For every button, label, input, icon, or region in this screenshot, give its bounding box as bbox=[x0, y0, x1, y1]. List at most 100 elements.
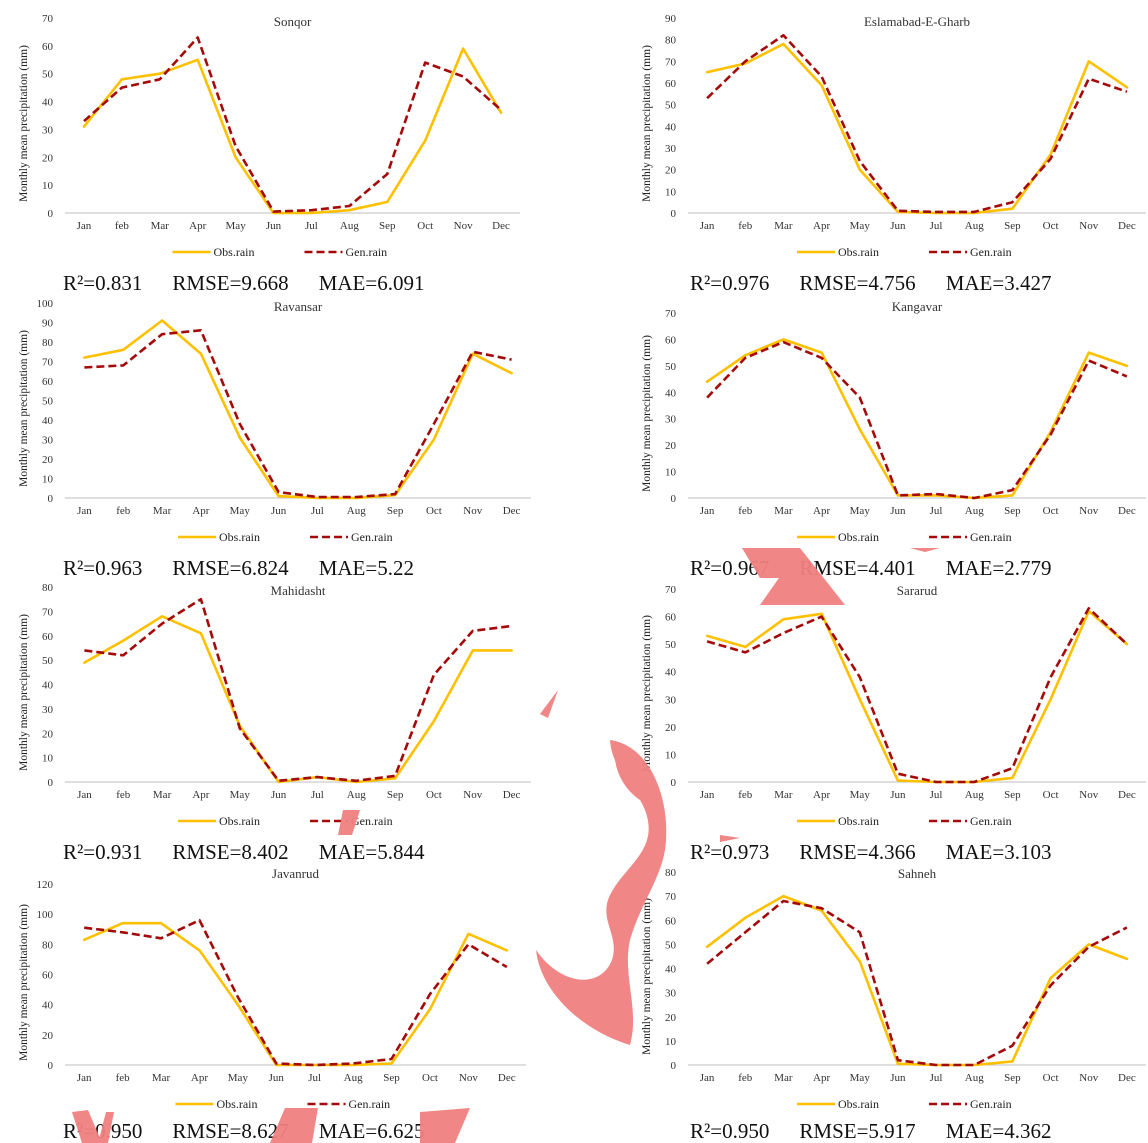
stat-mae: MAE=3.103 bbox=[946, 840, 1052, 864]
y-tick-label: 30 bbox=[665, 143, 677, 155]
y-tick-label: 30 bbox=[42, 124, 54, 136]
x-tick-label: Apr bbox=[813, 789, 830, 801]
x-tick-label: Aug bbox=[965, 1072, 984, 1084]
fit-statistics: R²=0.831 RMSE=9.668 MAE=6.091 bbox=[63, 271, 424, 295]
series-line-obs bbox=[705, 609, 1129, 784]
y-tick-label: 70 bbox=[42, 13, 54, 25]
y-tick-label: 40 bbox=[665, 387, 677, 399]
y-tick-label: 0 bbox=[48, 777, 54, 789]
y-tick-label: 120 bbox=[37, 879, 54, 891]
chart-title: Eslamabad-E-Gharb bbox=[864, 14, 970, 29]
legend-label-obs: Obs.rain bbox=[838, 530, 879, 544]
series-line-gen bbox=[84, 328, 512, 499]
y-tick-label: 10 bbox=[42, 753, 54, 765]
fit-statistics: R²=0.950 RMSE=5.917 MAE=4.362 bbox=[690, 1119, 1051, 1143]
y-tick-label: 70 bbox=[665, 308, 677, 320]
y-tick-label: 0 bbox=[48, 1060, 54, 1072]
y-tick-label: 10 bbox=[42, 474, 54, 486]
legend-label-obs: Obs.rain bbox=[838, 245, 879, 259]
y-tick-label: 70 bbox=[665, 584, 677, 596]
stat-rmse: RMSE=8.627 bbox=[172, 1119, 288, 1143]
stat-rmse: RMSE=4.366 bbox=[799, 840, 915, 864]
x-tick-label: Apr bbox=[813, 220, 830, 232]
series-line-obs bbox=[705, 894, 1129, 1067]
stat-r2: R²=0.831 bbox=[63, 271, 142, 295]
legend-label-obs: Obs.rain bbox=[214, 245, 255, 259]
y-tick-label: 0 bbox=[48, 493, 54, 505]
x-tick-label: Nov bbox=[459, 1072, 478, 1084]
x-tick-label: Jul bbox=[311, 789, 324, 801]
x-tick-label: Apr bbox=[813, 1072, 830, 1084]
x-tick-label: Dec bbox=[1118, 789, 1136, 801]
x-tick-label: Nov bbox=[1079, 1072, 1098, 1084]
y-tick-label: 20 bbox=[42, 454, 54, 466]
chart-title: Kangavar bbox=[892, 299, 943, 314]
x-tick-label: Jun bbox=[271, 505, 287, 517]
x-tick-label: May bbox=[226, 220, 247, 232]
y-tick-label: 50 bbox=[665, 361, 677, 373]
y-tick-label: 20 bbox=[665, 722, 677, 734]
y-tick-label: 40 bbox=[42, 97, 54, 109]
x-tick-label: Jan bbox=[77, 505, 92, 517]
x-tick-label: Jan bbox=[77, 789, 92, 801]
x-tick-label: feb bbox=[738, 1072, 753, 1084]
x-tick-label: Oct bbox=[422, 1072, 438, 1084]
x-tick-label: Jun bbox=[890, 505, 906, 517]
y-tick-label: 0 bbox=[48, 208, 54, 220]
y-tick-label: 80 bbox=[665, 867, 677, 879]
x-tick-label: Oct bbox=[417, 220, 433, 232]
x-tick-label: Jun bbox=[271, 789, 287, 801]
legend-label-gen: Gen.rain bbox=[349, 1097, 391, 1111]
y-tick-label: 70 bbox=[665, 891, 677, 903]
x-tick-label: Dec bbox=[498, 1072, 516, 1084]
stat-rmse: RMSE=5.917 bbox=[799, 1119, 915, 1143]
stat-mae: MAE=5.22 bbox=[319, 556, 414, 580]
y-tick-label: 60 bbox=[42, 41, 54, 53]
legend-label-obs: Obs.rain bbox=[217, 1097, 258, 1111]
y-tick-label: 20 bbox=[665, 165, 677, 177]
y-tick-label: 60 bbox=[665, 334, 677, 346]
y-tick-label: 60 bbox=[665, 612, 677, 624]
x-tick-label: Aug bbox=[347, 505, 366, 517]
x-tick-label: feb bbox=[115, 220, 130, 232]
x-tick-label: Jun bbox=[269, 1072, 285, 1084]
chart-panel-5: Mahidasht Monthly mean precipitation (mm)… bbox=[18, 582, 531, 864]
y-tick-label: 60 bbox=[665, 915, 677, 927]
x-tick-label: feb bbox=[116, 1072, 131, 1084]
y-tick-label: 100 bbox=[37, 909, 54, 921]
x-tick-label: feb bbox=[116, 505, 131, 517]
x-tick-label: Dec bbox=[492, 220, 510, 232]
fit-statistics: R²=0.950 RMSE=8.627 MAE=6.625 bbox=[63, 1119, 424, 1143]
y-tick-label: 30 bbox=[42, 704, 54, 716]
chart-panel-3: Ravansar Monthly mean precipitation (mm) 0… bbox=[18, 298, 531, 580]
x-tick-label: May bbox=[850, 220, 871, 232]
series-line-gen bbox=[706, 33, 1128, 214]
fit-statistics: R²=0.967 RMSE=4.401 MAE=2.779 bbox=[690, 556, 1051, 580]
legend-label-obs: Obs.rain bbox=[838, 814, 879, 828]
y-axis-label: Monthly mean precipitation (mm) bbox=[18, 45, 30, 202]
x-tick-label: Jul bbox=[308, 1072, 321, 1084]
x-tick-label: Oct bbox=[1043, 789, 1059, 801]
y-axis-label: Monthly mean precipitation (mm) bbox=[641, 335, 653, 492]
x-tick-label: Jan bbox=[77, 1072, 92, 1084]
x-tick-label: Jan bbox=[700, 220, 715, 232]
y-tick-label: 70 bbox=[42, 606, 54, 618]
x-tick-label: Jul bbox=[930, 789, 943, 801]
y-axis-label: Monthly mean precipitation (mm) bbox=[18, 904, 30, 1061]
legend-label-gen: Gen.rain bbox=[351, 530, 393, 544]
stat-r2: R²=0.950 bbox=[690, 1119, 769, 1143]
stat-rmse: RMSE=8.402 bbox=[172, 840, 288, 864]
series-line-gen bbox=[84, 597, 512, 783]
x-tick-label: Dec bbox=[503, 505, 521, 517]
y-tick-label: 10 bbox=[665, 1036, 677, 1048]
x-tick-label: feb bbox=[738, 789, 753, 801]
y-tick-label: 10 bbox=[665, 749, 677, 761]
legend-label-gen: Gen.rain bbox=[351, 814, 393, 828]
fit-statistics: R²=0.976 RMSE=4.756 MAE=3.427 bbox=[690, 271, 1051, 295]
x-tick-label: Nov bbox=[463, 789, 482, 801]
series-line-gen bbox=[83, 36, 502, 213]
chart-panel-8: Sahneh Monthly mean precipitation (mm) 0 10… bbox=[641, 866, 1146, 1143]
x-tick-label: May bbox=[230, 789, 251, 801]
y-tick-label: 10 bbox=[665, 467, 677, 479]
x-tick-label: Apr bbox=[813, 505, 830, 517]
